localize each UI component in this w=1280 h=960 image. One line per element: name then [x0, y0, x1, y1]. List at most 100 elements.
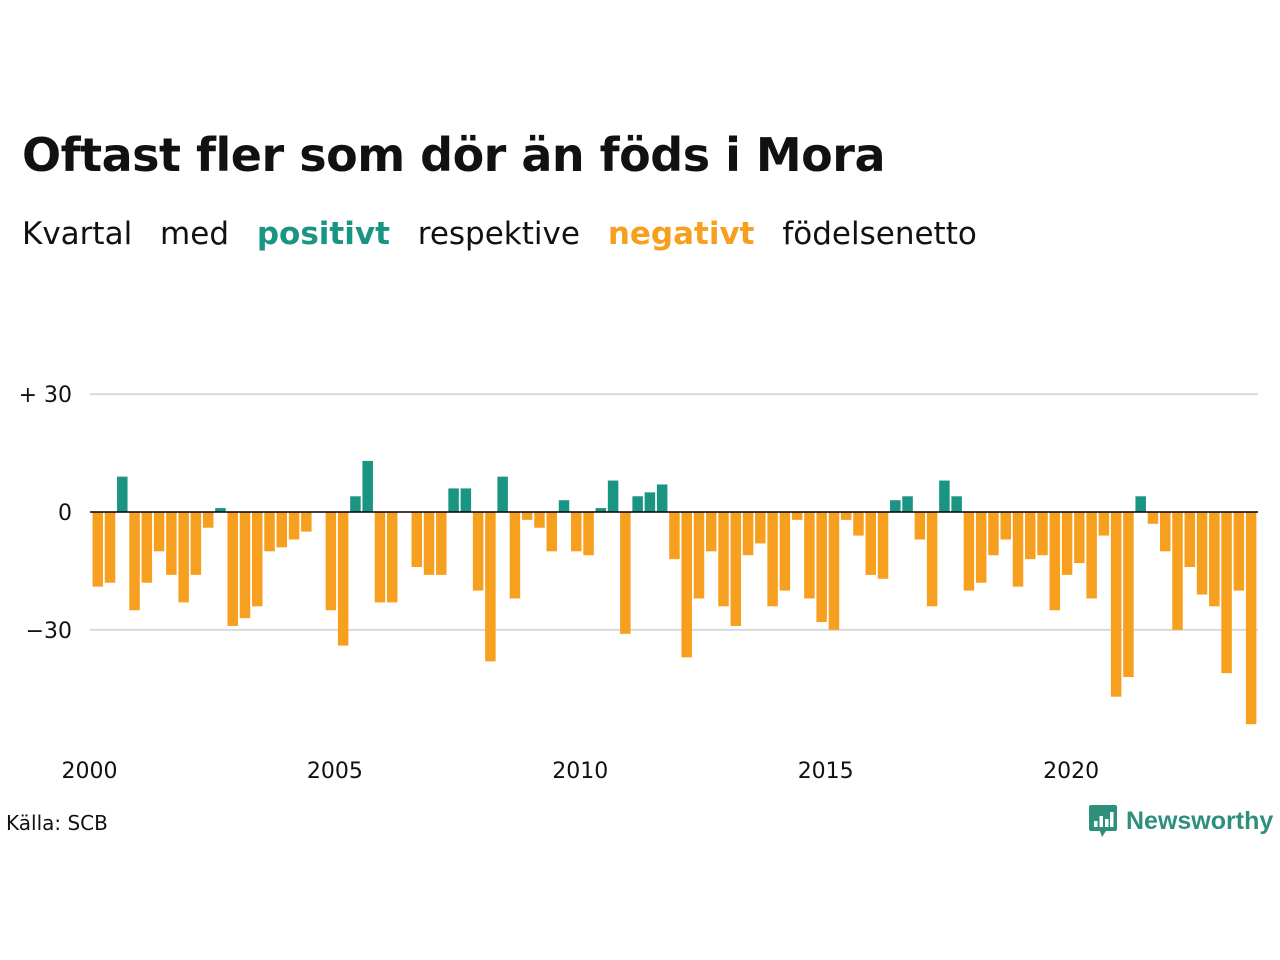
- bar: [1037, 512, 1048, 556]
- subtitle-word: med: [160, 216, 229, 252]
- bar: [595, 508, 607, 512]
- bar: [325, 512, 337, 611]
- chart-subtitle: Kvartal med positivt respektive negativt…: [22, 216, 995, 252]
- x-tick-label: 2005: [307, 759, 363, 784]
- bar: [1245, 512, 1257, 725]
- bar: [963, 512, 975, 591]
- x-tick-label: 2000: [62, 759, 118, 784]
- bar: [1196, 512, 1208, 595]
- bar: [276, 512, 288, 548]
- subtitle-word: Kvartal: [22, 216, 133, 252]
- subtitle-negative: negativt: [607, 216, 755, 252]
- bar: [656, 484, 668, 512]
- bar: [141, 512, 153, 583]
- x-tick-label: 2010: [552, 759, 608, 784]
- bar: [571, 512, 582, 552]
- bar: [423, 512, 435, 575]
- x-tick-label: 2015: [798, 759, 854, 784]
- chart-bubble-icon: [1089, 805, 1117, 837]
- bar: [779, 512, 791, 591]
- bar: [1012, 512, 1024, 587]
- bar: [939, 480, 950, 512]
- bar: [804, 512, 815, 599]
- x-tick-label: 2020: [1043, 759, 1099, 784]
- bar: [558, 500, 570, 512]
- bar: [791, 512, 803, 520]
- chart-title: Oftast fler som dör än föds i Mora: [22, 128, 886, 182]
- bar: [767, 512, 778, 607]
- bar: [485, 512, 496, 662]
- bar-chart: + 30 0 −30 2000 2005 2010 2015 2020: [19, 383, 1258, 784]
- bar: [1110, 512, 1122, 697]
- bar: [411, 512, 423, 568]
- y-tick-label: −30: [26, 619, 72, 644]
- bar: [583, 512, 594, 556]
- bar: [190, 512, 202, 575]
- bar: [816, 512, 827, 623]
- bar: [718, 512, 729, 607]
- bar: [215, 508, 226, 512]
- bar: [1209, 512, 1220, 607]
- bar: [288, 512, 300, 540]
- bar: [1135, 496, 1146, 512]
- bar: [239, 512, 251, 619]
- bar: [926, 512, 938, 607]
- bar: [202, 512, 214, 528]
- bar: [534, 512, 545, 528]
- bar: [386, 512, 398, 603]
- bar: [1086, 512, 1097, 599]
- bar: [264, 512, 275, 552]
- bar: [890, 500, 901, 512]
- bar: [1184, 512, 1196, 568]
- bar: [104, 512, 116, 583]
- bar: [153, 512, 165, 552]
- logo-text: Newsworthy: [1126, 806, 1274, 835]
- bar: [742, 512, 754, 556]
- bar: [1049, 512, 1061, 611]
- bar: [755, 512, 766, 544]
- bar: [252, 512, 263, 607]
- bar: [632, 496, 643, 512]
- bar: [951, 496, 962, 512]
- bar: [1061, 512, 1073, 575]
- bar: [865, 512, 877, 575]
- bar: [166, 512, 177, 575]
- bar: [914, 512, 926, 540]
- bar: [1000, 512, 1011, 540]
- bar: [730, 512, 742, 626]
- bar: [902, 496, 913, 512]
- subtitle-word: respektive: [417, 216, 580, 252]
- bar: [840, 512, 852, 520]
- bar: [828, 512, 840, 630]
- newsworthy-logo: Newsworthy: [1088, 804, 1273, 838]
- bar: [546, 512, 557, 552]
- bar: [644, 492, 656, 512]
- subtitle-word: födelsenetto: [782, 216, 977, 252]
- bar: [988, 512, 999, 556]
- bar: [620, 512, 631, 634]
- bar: [1147, 512, 1159, 524]
- bar: [337, 512, 349, 646]
- bar: [1233, 512, 1245, 591]
- bar: [509, 512, 521, 599]
- bar: [472, 512, 484, 591]
- bar: [1221, 512, 1232, 674]
- bar: [669, 512, 680, 560]
- bar: [693, 512, 705, 599]
- subtitle-positive: positivt: [256, 216, 390, 252]
- bar: [362, 460, 373, 512]
- bar: [350, 496, 361, 512]
- bar: [521, 512, 533, 520]
- bar: [460, 488, 472, 512]
- bar: [706, 512, 717, 552]
- bar: [877, 512, 889, 579]
- bar: [1098, 512, 1110, 536]
- bar: [1159, 512, 1171, 552]
- bar: [1172, 512, 1183, 630]
- bar: [448, 488, 459, 512]
- bar: [975, 512, 987, 583]
- y-tick-label: 0: [58, 501, 72, 526]
- bar: [117, 476, 128, 512]
- bar: [497, 476, 508, 512]
- bar: [178, 512, 189, 603]
